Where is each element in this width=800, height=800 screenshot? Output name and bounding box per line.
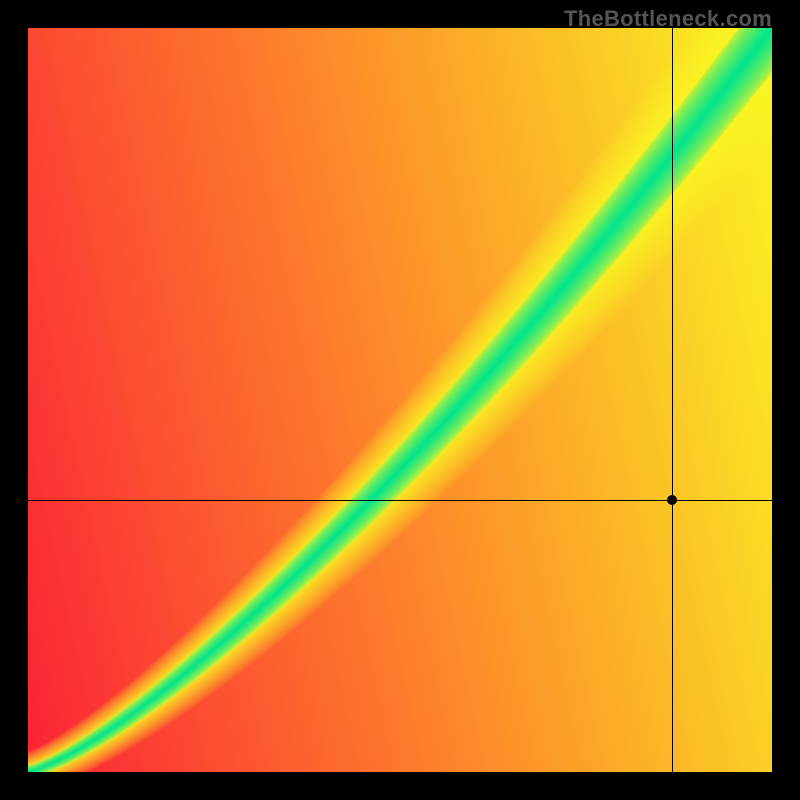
crosshair-horizontal xyxy=(28,500,772,501)
crosshair-vertical xyxy=(672,28,673,772)
figure-container: TheBottleneck.com xyxy=(0,0,800,800)
watermark-text: TheBottleneck.com xyxy=(564,6,772,32)
marker-dot xyxy=(667,495,677,505)
plot-area xyxy=(28,28,772,772)
heatmap-canvas xyxy=(28,28,772,772)
